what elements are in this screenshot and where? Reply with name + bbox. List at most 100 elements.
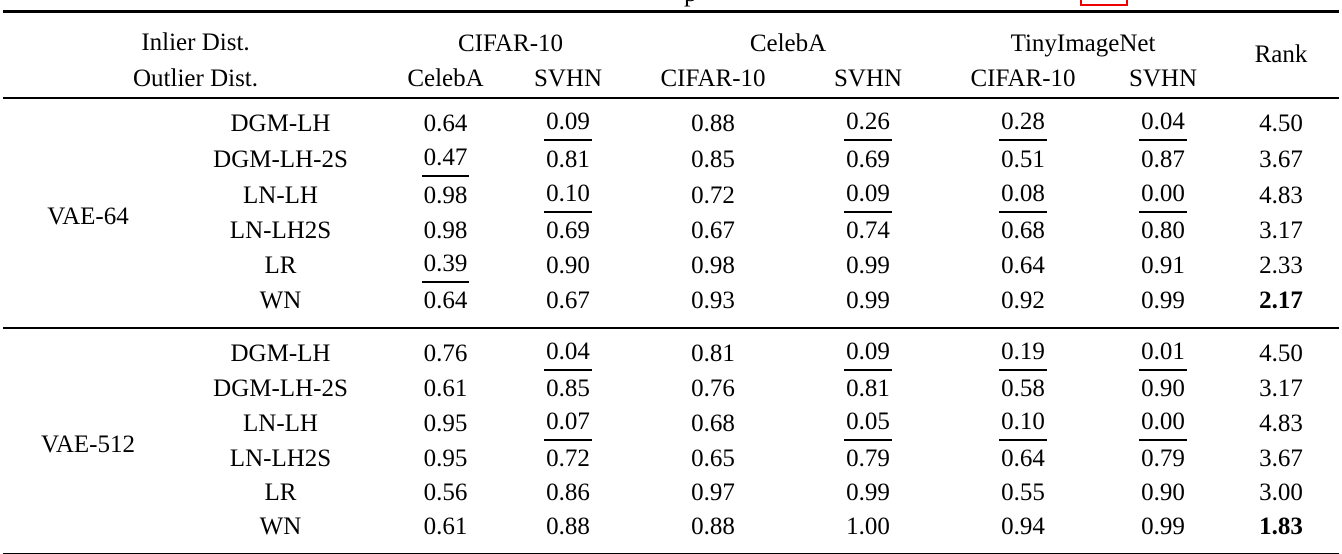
method-cell: DGM-LH	[230, 339, 331, 367]
auc-value: 0.88	[691, 512, 735, 540]
auc-value: 0.61	[423, 512, 468, 540]
vae-64-block: VAE-64 DGM-LH 0.64 0.09 0.88 0.26 0.28 0.04 4.50…	[3, 98, 1339, 328]
auc-value: 0.85	[546, 374, 590, 402]
value-cell: 0.98	[633, 247, 793, 283]
value-cell: 0.98	[388, 177, 503, 213]
auc-value: 0.92	[1001, 286, 1045, 314]
value-cell: 0.10	[943, 405, 1103, 441]
value-cell: 0.64	[943, 247, 1103, 283]
rank-cell: 4.50	[1259, 339, 1303, 367]
group-cell: VAE-512	[41, 430, 135, 458]
group-header-cifar10: CIFAR-10	[457, 30, 564, 57]
value-cell: 0.79	[793, 441, 943, 475]
table-row: DGM-LH-2S 0.61 0.85 0.76 0.81 0.58 0.90 3.17	[3, 371, 1339, 405]
auc-value: 0.01	[1139, 335, 1187, 371]
auc-value: 0.56	[423, 478, 468, 506]
rank-cell: 3.67	[1259, 145, 1303, 173]
table-row: DGM-LH-2S 0.47 0.81 0.85 0.69 0.51 0.87 3.67	[3, 141, 1339, 177]
auc-value: 0.72	[691, 181, 735, 209]
value-cell: 1.00	[793, 509, 943, 554]
value-cell: 0.55	[943, 475, 1103, 509]
rank-cell: 4.83	[1259, 409, 1303, 437]
value-cell: 0.99	[793, 247, 943, 283]
auc-value: 0.28	[999, 105, 1047, 141]
value-cell: 0.04	[503, 328, 633, 371]
value-cell: 0.65	[633, 441, 793, 475]
auc-value: 0.47	[421, 141, 470, 177]
auc-value: 0.64	[423, 286, 468, 314]
table-row: WN 0.61 0.88 0.88 1.00 0.94 0.99 1.83	[3, 509, 1339, 554]
auc-value: 0.65	[691, 444, 735, 472]
value-cell: 0.09	[793, 177, 943, 213]
auc-value: 0.58	[1001, 374, 1045, 402]
table-row: LN-LH 0.98 0.10 0.72 0.09 0.08 0.00 4.83	[3, 177, 1339, 213]
auc-value: 0.85	[691, 145, 735, 173]
auc-value: 0.09	[844, 335, 892, 371]
auc-value: 0.99	[846, 251, 890, 279]
value-cell: 0.68	[633, 405, 793, 441]
value-cell: 0.91	[1103, 247, 1223, 283]
auc-value: 0.81	[546, 145, 590, 173]
auc-value: 0.94	[1001, 512, 1045, 540]
value-cell: 0.07	[503, 405, 633, 441]
auc-value: 0.90	[1141, 478, 1185, 506]
method-cell: WN	[259, 512, 302, 540]
value-cell: 0.19	[943, 328, 1103, 371]
auc-value: 0.68	[691, 409, 735, 437]
auc-value: 0.19	[999, 335, 1047, 371]
rank-cell: 3.00	[1259, 478, 1303, 506]
value-cell: 0.81	[793, 371, 943, 405]
method-cell: DGM-LH	[230, 109, 331, 137]
subcol-celeba-cifar10: CIFAR-10	[660, 65, 766, 92]
value-cell: 0.72	[633, 177, 793, 213]
outlier-dist-label: Outlier Dist.	[133, 65, 258, 92]
auc-value: 0.55	[1001, 478, 1045, 506]
value-cell: 0.09	[793, 328, 943, 371]
value-cell: 0.86	[503, 475, 633, 509]
value-cell: 0.08	[943, 177, 1103, 213]
auc-value: 0.79	[1141, 444, 1185, 472]
auc-value: 0.68	[1001, 216, 1045, 244]
auc-value: 0.07	[544, 405, 592, 441]
value-cell: 0.90	[1103, 371, 1223, 405]
table-row: LN-LH 0.95 0.07 0.68 0.05 0.10 0.00 4.83	[3, 405, 1339, 441]
auc-value: 0.74	[846, 216, 890, 244]
value-cell: 0.10	[503, 177, 633, 213]
value-cell: 0.81	[633, 328, 793, 371]
auc-value: 0.98	[691, 251, 735, 279]
subcol-cifar10-celeba: CelebA	[407, 65, 484, 92]
value-cell: 0.99	[793, 283, 943, 328]
value-cell: 0.88	[633, 98, 793, 141]
rank-cell: 4.83	[1259, 181, 1303, 209]
value-cell: 0.61	[388, 371, 503, 405]
auc-value: 0.64	[1001, 251, 1045, 279]
rank-cell: 2.33	[1259, 251, 1303, 279]
method-cell: LR	[264, 478, 297, 506]
rank-header: Rank	[1254, 41, 1308, 68]
auc-value: 0.00	[1139, 405, 1187, 441]
table-row: LR 0.39 0.90 0.98 0.99 0.64 0.91 2.33	[3, 247, 1339, 283]
auc-value: 0.90	[546, 251, 590, 279]
value-cell: 0.80	[1103, 213, 1223, 247]
auc-value: 0.76	[691, 374, 735, 402]
auc-value: 0.79	[846, 444, 890, 472]
auc-value: 0.76	[423, 339, 468, 367]
auc-value: 0.61	[423, 374, 468, 402]
rank-cell: 2.17	[1259, 286, 1303, 314]
value-cell: 0.64	[943, 441, 1103, 475]
method-cell: LN-LH2S	[229, 444, 332, 472]
auc-value: 0.99	[1141, 286, 1185, 314]
subcol-cifar10-svhn: SVHN	[533, 65, 603, 92]
value-cell: 0.64	[388, 98, 503, 141]
value-cell: 0.92	[943, 283, 1103, 328]
method-cell: LR	[264, 251, 297, 279]
auc-value: 0.81	[846, 374, 890, 402]
method-cell: DGM-LH-2S	[213, 145, 348, 173]
value-cell: 0.95	[388, 405, 503, 441]
value-cell: 0.81	[503, 141, 633, 177]
value-cell: 0.68	[943, 213, 1103, 247]
auc-value: 0.80	[1141, 216, 1185, 244]
value-cell: 0.05	[793, 405, 943, 441]
auc-value: 0.04	[1139, 105, 1187, 141]
table-row: LR 0.56 0.86 0.97 0.99 0.55 0.90 3.00	[3, 475, 1339, 509]
